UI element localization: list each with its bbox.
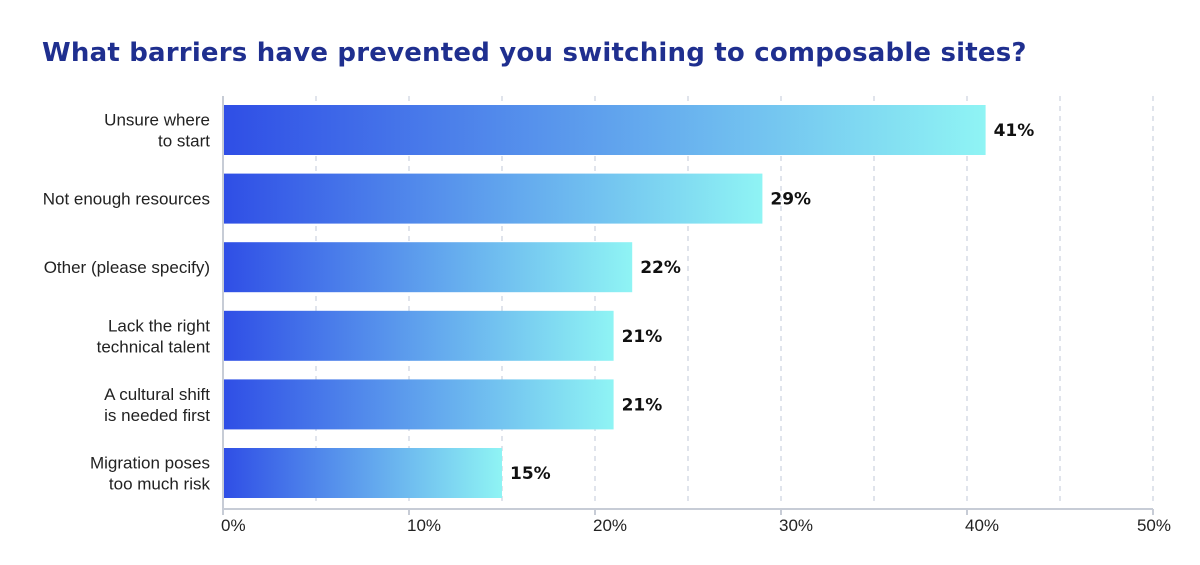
value-label: 21%: [622, 395, 663, 415]
labels: 41% Unsure where to start 29% Not enough res…: [43, 111, 1035, 494]
value-label: 41%: [994, 121, 1035, 141]
bar: [223, 310, 614, 361]
x-tick-label: 10%: [407, 516, 441, 535]
bar: [223, 448, 502, 498]
x-tick-label: 30%: [779, 516, 813, 535]
chart-title: What barriers have prevented you switchi…: [42, 38, 1027, 68]
x-tick-label: 0%: [221, 516, 246, 535]
category-label: Lack the right technical talent: [97, 316, 211, 356]
value-label: 15%: [510, 464, 551, 484]
category-label: A cultural shift is needed first: [104, 385, 210, 425]
x-axis: 0% 10% 20% 30% 40% 50%: [221, 96, 1171, 535]
x-tick-label: 50%: [1137, 516, 1171, 535]
bars: [223, 105, 986, 498]
value-label: 22%: [640, 258, 681, 278]
value-label: 21%: [622, 327, 663, 347]
value-label: 29%: [770, 190, 811, 210]
bar: [223, 105, 986, 155]
bar: [223, 173, 763, 224]
category-label: Other (please specify): [44, 258, 210, 277]
category-label: Not enough resources: [43, 190, 210, 209]
category-label: Unsure where to start: [104, 111, 210, 151]
bar: [223, 379, 614, 430]
bar: [223, 242, 633, 293]
grid-lines: [315, 96, 1154, 505]
x-tick-label: 20%: [593, 516, 627, 535]
x-tick-label: 40%: [965, 516, 999, 535]
category-label: Migration poses too much risk: [90, 454, 211, 494]
